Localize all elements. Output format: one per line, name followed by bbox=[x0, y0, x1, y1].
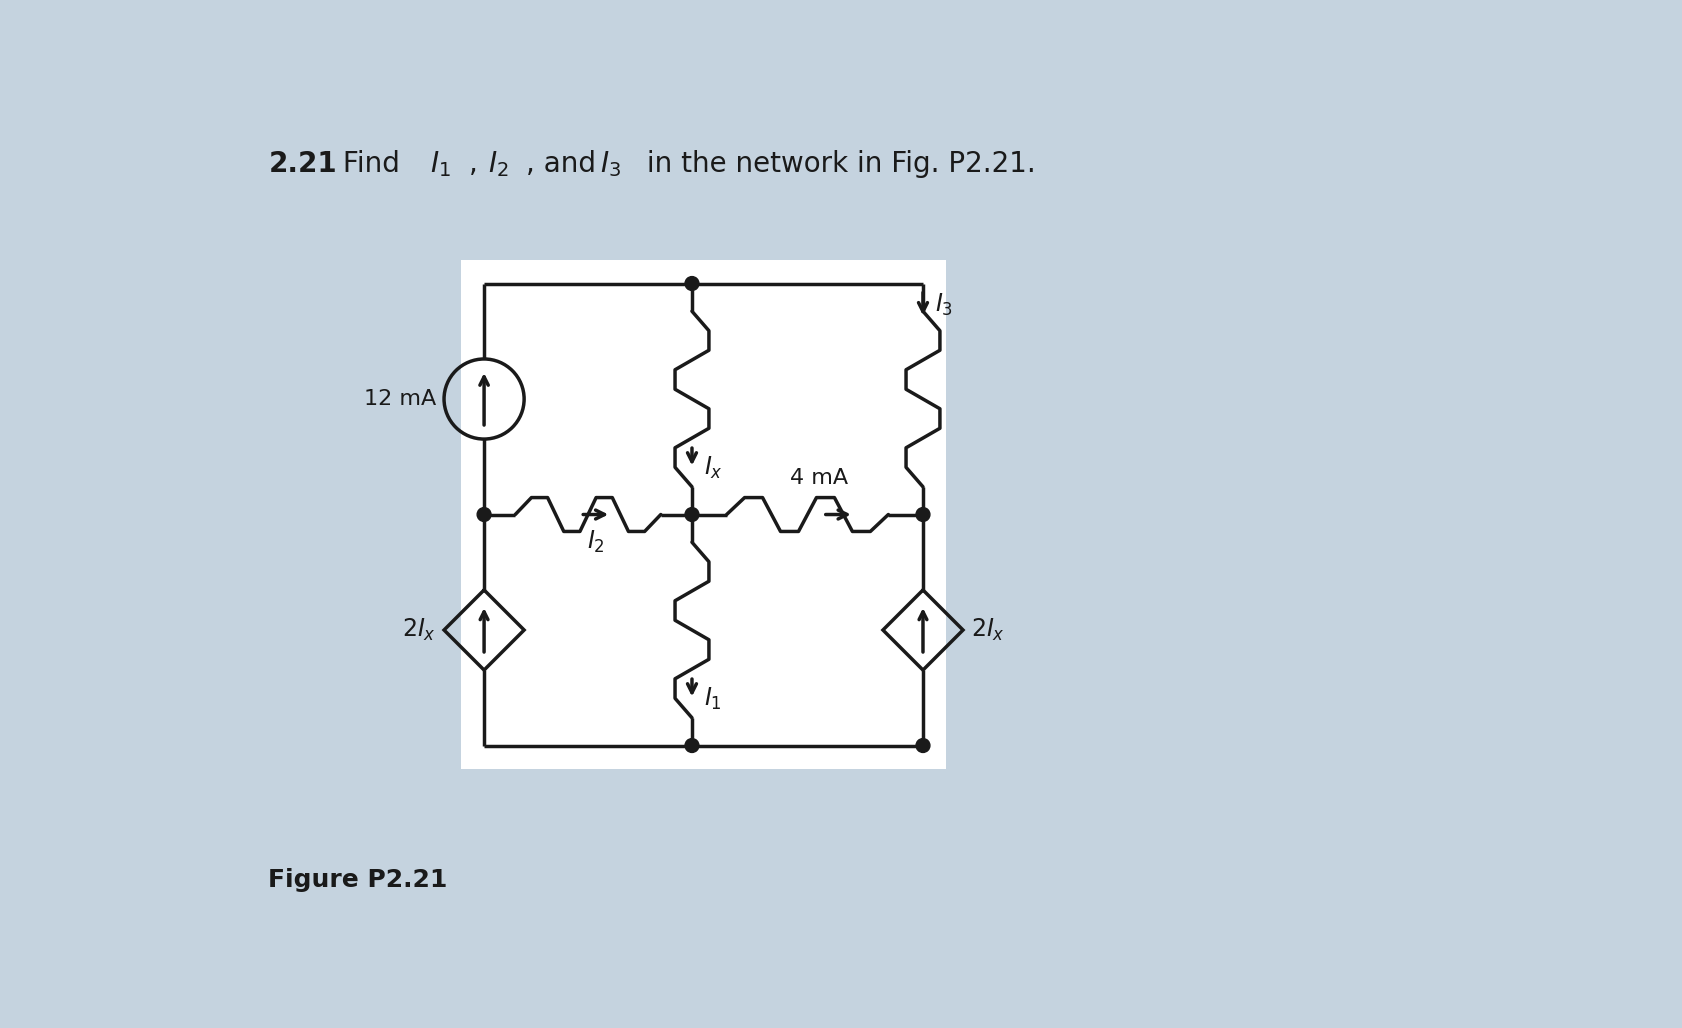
Text: in the network in Fig. P2.21.: in the network in Fig. P2.21. bbox=[637, 150, 1034, 178]
Text: 12 mA: 12 mA bbox=[363, 389, 436, 409]
Text: $2I_x$: $2I_x$ bbox=[971, 617, 1004, 644]
Text: 4 mA: 4 mA bbox=[789, 468, 848, 487]
Text: $I_3$: $I_3$ bbox=[599, 149, 621, 179]
Circle shape bbox=[915, 508, 930, 521]
Text: $I_2$: $I_2$ bbox=[587, 528, 604, 554]
Text: 2.21: 2.21 bbox=[269, 150, 336, 178]
Bar bbox=[461, 260, 945, 769]
Text: Find: Find bbox=[333, 150, 409, 178]
Text: Figure P2.21: Figure P2.21 bbox=[269, 869, 447, 892]
Text: ,: , bbox=[468, 150, 478, 178]
Text: $I_x$: $I_x$ bbox=[703, 455, 722, 481]
Circle shape bbox=[685, 277, 698, 291]
Text: $I_1$: $I_1$ bbox=[431, 149, 451, 179]
Text: $I_2$: $I_2$ bbox=[488, 149, 508, 179]
Text: $I_3$: $I_3$ bbox=[934, 292, 952, 319]
Circle shape bbox=[685, 508, 698, 521]
Circle shape bbox=[478, 508, 491, 521]
Circle shape bbox=[685, 738, 698, 752]
Text: $I_1$: $I_1$ bbox=[703, 687, 722, 712]
Text: $2I_x$: $2I_x$ bbox=[402, 617, 436, 644]
Text: , and: , and bbox=[526, 150, 595, 178]
Circle shape bbox=[915, 738, 930, 752]
